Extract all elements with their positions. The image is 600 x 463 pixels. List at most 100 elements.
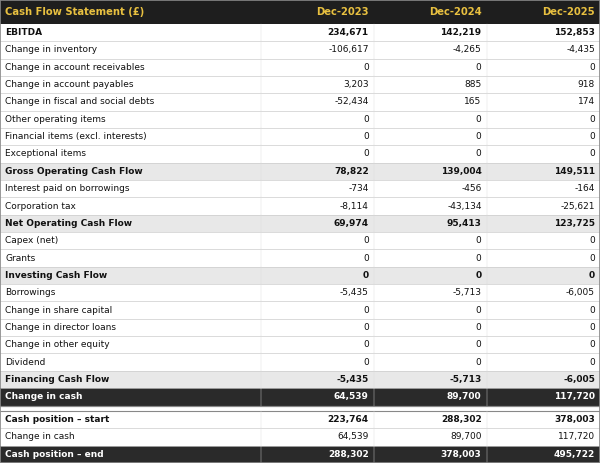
Text: 69,974: 69,974: [334, 219, 369, 228]
Bar: [0, 93, 600, 111]
Bar: [0, 284, 600, 301]
Text: Dec-2023: Dec-2023: [316, 7, 369, 17]
Text: 0: 0: [476, 340, 482, 349]
Text: Dividend: Dividend: [5, 357, 46, 367]
Bar: [0, 128, 600, 145]
Bar: [0, 353, 600, 371]
Bar: [0, 24, 600, 41]
Text: -5,713: -5,713: [449, 375, 482, 384]
Text: 89,700: 89,700: [450, 432, 482, 442]
Bar: [0, 111, 600, 128]
Text: -5,435: -5,435: [340, 288, 369, 297]
Text: 0: 0: [589, 357, 595, 367]
Text: Change in cash: Change in cash: [5, 392, 83, 401]
Text: -106,617: -106,617: [328, 45, 369, 54]
Text: 288,302: 288,302: [441, 415, 482, 424]
Text: Other operating items: Other operating items: [5, 115, 106, 124]
Text: 0: 0: [589, 63, 595, 72]
Text: 0: 0: [476, 357, 482, 367]
Text: 117,720: 117,720: [558, 432, 595, 442]
Text: Change in director loans: Change in director loans: [5, 323, 116, 332]
Text: 0: 0: [476, 115, 482, 124]
Text: 0: 0: [476, 150, 482, 158]
Text: 64,539: 64,539: [334, 392, 369, 401]
Text: -43,134: -43,134: [447, 201, 482, 211]
Text: 0: 0: [589, 306, 595, 315]
Text: 165: 165: [464, 97, 482, 106]
Text: 495,722: 495,722: [554, 450, 595, 459]
Text: Financial items (excl. interests): Financial items (excl. interests): [5, 132, 146, 141]
Bar: [0, 301, 600, 319]
Text: 0: 0: [363, 63, 369, 72]
Text: 378,003: 378,003: [441, 450, 482, 459]
Text: EBITDA: EBITDA: [5, 28, 42, 37]
Text: Investing Cash Flow: Investing Cash Flow: [5, 271, 107, 280]
Text: 0: 0: [362, 271, 369, 280]
Text: 0: 0: [589, 323, 595, 332]
Bar: [0, 180, 600, 197]
Text: 174: 174: [578, 97, 595, 106]
Text: 149,511: 149,511: [554, 167, 595, 176]
Text: 918: 918: [578, 80, 595, 89]
Text: -734: -734: [349, 184, 369, 193]
Text: Change in cash: Change in cash: [5, 432, 74, 442]
Bar: [0, 446, 600, 463]
Text: 223,764: 223,764: [328, 415, 369, 424]
Text: Exceptional items: Exceptional items: [5, 150, 86, 158]
Text: 142,219: 142,219: [440, 28, 482, 37]
Text: 139,004: 139,004: [441, 167, 482, 176]
Text: 0: 0: [476, 323, 482, 332]
Text: 0: 0: [363, 115, 369, 124]
Bar: [0, 336, 600, 353]
Text: 0: 0: [589, 254, 595, 263]
Bar: [0, 406, 600, 411]
Bar: [0, 215, 600, 232]
Text: 123,725: 123,725: [554, 219, 595, 228]
Text: Change in account payables: Change in account payables: [5, 80, 133, 89]
Text: Borrowings: Borrowings: [5, 288, 55, 297]
Text: 0: 0: [476, 306, 482, 315]
Text: 0: 0: [589, 115, 595, 124]
Text: -25,621: -25,621: [560, 201, 595, 211]
Text: 95,413: 95,413: [447, 219, 482, 228]
Text: Change in inventory: Change in inventory: [5, 45, 97, 54]
Text: 0: 0: [363, 357, 369, 367]
Text: -6,005: -6,005: [566, 288, 595, 297]
Text: 0: 0: [589, 150, 595, 158]
Text: Financing Cash Flow: Financing Cash Flow: [5, 375, 109, 384]
Bar: [0, 41, 600, 58]
Text: Change in fiscal and social debts: Change in fiscal and social debts: [5, 97, 154, 106]
Text: Dec-2025: Dec-2025: [542, 7, 595, 17]
Bar: [0, 0, 600, 24]
Text: 0: 0: [363, 306, 369, 315]
Text: Grants: Grants: [5, 254, 35, 263]
Text: 64,539: 64,539: [337, 432, 369, 442]
Text: Change in account receivables: Change in account receivables: [5, 63, 145, 72]
Bar: [0, 428, 600, 446]
Text: Cash Flow Statement (£): Cash Flow Statement (£): [5, 7, 144, 17]
Bar: [0, 145, 600, 163]
Text: 0: 0: [363, 236, 369, 245]
Text: 0: 0: [363, 150, 369, 158]
Text: Change in share capital: Change in share capital: [5, 306, 112, 315]
Text: Capex (net): Capex (net): [5, 236, 58, 245]
Text: 885: 885: [464, 80, 482, 89]
Bar: [0, 163, 600, 180]
Bar: [0, 250, 600, 267]
Text: 0: 0: [363, 132, 369, 141]
Text: 78,822: 78,822: [334, 167, 369, 176]
Bar: [0, 371, 600, 388]
Text: 0: 0: [589, 236, 595, 245]
Text: 0: 0: [476, 132, 482, 141]
Text: 0: 0: [363, 340, 369, 349]
Bar: [0, 76, 600, 93]
Text: -5,713: -5,713: [452, 288, 482, 297]
Bar: [0, 58, 600, 76]
Text: Cash position – end: Cash position – end: [5, 450, 104, 459]
Bar: [0, 232, 600, 250]
Text: 0: 0: [589, 340, 595, 349]
Text: Net Operating Cash Flow: Net Operating Cash Flow: [5, 219, 132, 228]
Bar: [0, 388, 600, 406]
Text: 117,720: 117,720: [554, 392, 595, 401]
Text: -164: -164: [575, 184, 595, 193]
